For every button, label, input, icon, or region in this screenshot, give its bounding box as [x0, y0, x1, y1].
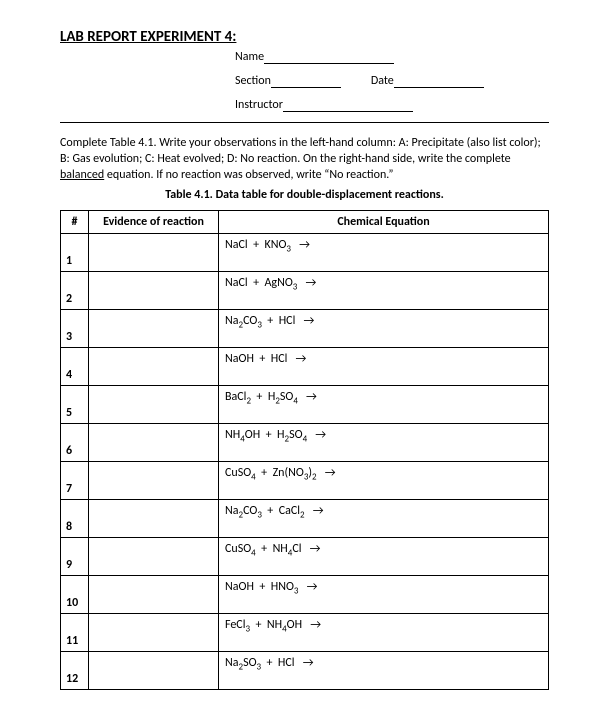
- table-header-row: # Evidence of reaction Chemical Equation: [61, 210, 549, 233]
- equation-cell[interactable]: Na2CO3 + CaCl2 →: [219, 499, 549, 537]
- row-number-cell: 11: [61, 613, 89, 651]
- col-header-equation: Chemical Equation: [219, 210, 549, 233]
- evidence-cell[interactable]: [89, 347, 219, 385]
- instructor-line[interactable]: [283, 100, 413, 112]
- row-number-cell: 3: [61, 309, 89, 347]
- date-label: Date: [371, 74, 394, 88]
- row-number: 12: [66, 672, 78, 686]
- instructor-label: Instructor: [235, 98, 283, 112]
- evidence-cell[interactable]: [89, 233, 219, 271]
- divider: [60, 122, 549, 123]
- evidence-cell[interactable]: [89, 499, 219, 537]
- table-row: 12 Na2SO3 + HCl →: [61, 651, 549, 689]
- evidence-cell[interactable]: [89, 423, 219, 461]
- row-number: 8: [66, 520, 72, 534]
- row-number-cell: 2: [61, 271, 89, 309]
- row-number: 5: [66, 406, 72, 420]
- table-row: 7 CuSO4 + Zn(NO3)2 →: [61, 461, 549, 499]
- table-row: 8 Na2CO3 + CaCl2 →: [61, 499, 549, 537]
- data-table: # Evidence of reaction Chemical Equation…: [60, 210, 549, 690]
- col-header-evidence: Evidence of reaction: [89, 210, 219, 233]
- row-number-cell: 6: [61, 423, 89, 461]
- lab-report-page: LAB REPORT EXPERIMENT 4: Name Section Da…: [0, 0, 609, 710]
- evidence-cell[interactable]: [89, 385, 219, 423]
- table-row: 4 NaOH + HCl →: [61, 347, 549, 385]
- row-number: 2: [66, 292, 72, 306]
- evidence-cell[interactable]: [89, 271, 219, 309]
- evidence-cell[interactable]: [89, 461, 219, 499]
- table-row: 2 NaCl + AgNO3 →: [61, 271, 549, 309]
- row-number: 4: [66, 368, 72, 382]
- table-row: 9 CuSO4 + NH4Cl →: [61, 537, 549, 575]
- col-header-number: #: [61, 210, 89, 233]
- row-number: 7: [66, 482, 72, 496]
- row-number-cell: 7: [61, 461, 89, 499]
- evidence-cell[interactable]: [89, 309, 219, 347]
- equation-cell[interactable]: CuSO4 + Zn(NO3)2 →: [219, 461, 549, 499]
- evidence-cell[interactable]: [89, 651, 219, 689]
- equation-cell[interactable]: BaCl2 + H2SO4 →: [219, 385, 549, 423]
- field-section-date-row: Section Date: [235, 74, 549, 88]
- date-line[interactable]: [394, 76, 484, 88]
- row-number-cell: 12: [61, 651, 89, 689]
- row-number-cell: 8: [61, 499, 89, 537]
- table-row: 6 NH4OH + H2SO4 →: [61, 423, 549, 461]
- row-number-cell: 9: [61, 537, 89, 575]
- section-line[interactable]: [271, 76, 341, 88]
- table-row: 1 NaCl + KNO3 →: [61, 233, 549, 271]
- table-row: 11 FeCl3 + NH4OH →: [61, 613, 549, 651]
- table-caption: Table 4.1. Data table for double-displac…: [60, 188, 549, 202]
- table-row: 3 Na2CO3 + HCl →: [61, 309, 549, 347]
- row-number: 11: [66, 634, 78, 648]
- row-number: 10: [66, 596, 78, 610]
- field-instructor-row: Instructor: [235, 98, 549, 112]
- equation-cell[interactable]: NaOH + HCl →: [219, 347, 549, 385]
- equation-cell[interactable]: FeCl3 + NH4OH →: [219, 613, 549, 651]
- row-number: 1: [66, 254, 72, 268]
- field-name-row: Name: [235, 50, 549, 64]
- equation-cell[interactable]: Na2SO3 + HCl →: [219, 651, 549, 689]
- row-number-cell: 10: [61, 575, 89, 613]
- page-title: LAB REPORT EXPERIMENT 4:: [60, 28, 549, 46]
- evidence-cell[interactable]: [89, 575, 219, 613]
- name-label: Name: [235, 50, 264, 64]
- instructions-text: Complete Table 4.1. Write your observati…: [60, 135, 549, 184]
- equation-cell[interactable]: NH4OH + H2SO4 →: [219, 423, 549, 461]
- equation-cell[interactable]: Na2CO3 + HCl →: [219, 309, 549, 347]
- equation-cell[interactable]: CuSO4 + NH4Cl →: [219, 537, 549, 575]
- evidence-cell[interactable]: [89, 613, 219, 651]
- name-line[interactable]: [264, 52, 394, 64]
- row-number-cell: 4: [61, 347, 89, 385]
- equation-cell[interactable]: NaCl + KNO3 →: [219, 233, 549, 271]
- row-number: 3: [66, 330, 72, 344]
- equation-cell[interactable]: NaOH + HNO3 →: [219, 575, 549, 613]
- row-number: 9: [66, 558, 72, 572]
- section-label: Section: [235, 74, 271, 88]
- header-fields: Name Section Date Instructor: [235, 50, 549, 112]
- underlined-word: balanced: [60, 168, 104, 182]
- table-row: 10 NaOH + HNO3 →: [61, 575, 549, 613]
- row-number: 6: [66, 444, 72, 458]
- equation-cell[interactable]: NaCl + AgNO3 →: [219, 271, 549, 309]
- row-number-cell: 5: [61, 385, 89, 423]
- table-row: 5 BaCl2 + H2SO4 →: [61, 385, 549, 423]
- evidence-cell[interactable]: [89, 537, 219, 575]
- row-number-cell: 1: [61, 233, 89, 271]
